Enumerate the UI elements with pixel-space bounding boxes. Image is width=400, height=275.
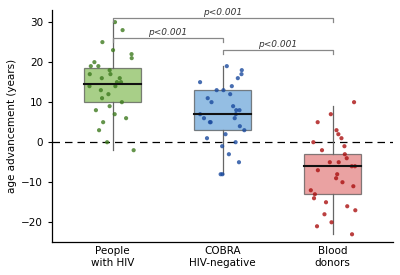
Point bbox=[99, 40, 106, 44]
Point bbox=[323, 200, 329, 204]
Point bbox=[236, 108, 243, 112]
Point bbox=[226, 152, 232, 156]
Point bbox=[233, 108, 240, 112]
Point bbox=[91, 60, 98, 64]
Bar bbox=[194, 90, 251, 130]
Point bbox=[348, 164, 355, 168]
Point bbox=[334, 172, 340, 177]
Point bbox=[96, 128, 102, 132]
Point bbox=[107, 72, 114, 76]
Point bbox=[341, 144, 348, 148]
Point bbox=[220, 88, 227, 92]
Point bbox=[314, 224, 320, 229]
Point bbox=[112, 112, 118, 116]
Point bbox=[232, 140, 239, 144]
Point bbox=[207, 120, 213, 124]
Point bbox=[222, 132, 229, 136]
Point bbox=[106, 104, 113, 108]
Point bbox=[112, 20, 118, 24]
Point bbox=[110, 48, 116, 52]
Point bbox=[235, 76, 241, 80]
Point bbox=[86, 72, 93, 76]
Point bbox=[128, 56, 135, 60]
Point bbox=[119, 28, 126, 32]
Point bbox=[338, 136, 345, 141]
Point bbox=[98, 88, 104, 92]
Point bbox=[197, 112, 203, 116]
Point bbox=[197, 80, 203, 84]
Bar bbox=[304, 154, 361, 194]
Point bbox=[105, 92, 112, 96]
Point bbox=[336, 160, 342, 164]
Point bbox=[123, 116, 129, 120]
Point bbox=[224, 64, 230, 68]
Point bbox=[352, 164, 358, 168]
Point bbox=[333, 128, 340, 132]
Point bbox=[312, 192, 318, 196]
Point bbox=[219, 172, 226, 177]
Point bbox=[227, 92, 233, 96]
Point bbox=[319, 148, 325, 152]
Point bbox=[327, 160, 333, 164]
Point bbox=[335, 132, 342, 136]
Point bbox=[219, 144, 225, 148]
Point bbox=[95, 64, 102, 68]
Point bbox=[99, 96, 105, 100]
Point bbox=[230, 104, 236, 108]
Point bbox=[204, 136, 210, 141]
Point bbox=[344, 156, 350, 160]
Point bbox=[352, 208, 358, 213]
Text: p<0.001: p<0.001 bbox=[203, 7, 242, 16]
Point bbox=[315, 168, 321, 172]
Point bbox=[314, 120, 321, 124]
Point bbox=[333, 176, 339, 180]
Point bbox=[116, 76, 123, 80]
Point bbox=[208, 100, 215, 104]
Point bbox=[229, 84, 235, 88]
Y-axis label: age advancement (years): age advancement (years) bbox=[7, 59, 17, 193]
Point bbox=[328, 220, 335, 224]
Point bbox=[232, 116, 238, 120]
Point bbox=[98, 76, 105, 80]
Point bbox=[128, 52, 135, 56]
Point bbox=[112, 84, 118, 88]
Point bbox=[328, 112, 334, 116]
Point bbox=[106, 68, 113, 72]
Point bbox=[86, 84, 93, 88]
Point bbox=[119, 100, 125, 104]
Point bbox=[339, 180, 346, 185]
Point bbox=[350, 184, 356, 188]
Point bbox=[311, 196, 317, 200]
Bar bbox=[84, 68, 141, 102]
Point bbox=[308, 188, 314, 192]
Point bbox=[204, 96, 211, 100]
Point bbox=[321, 212, 328, 216]
Point bbox=[88, 64, 94, 68]
Point bbox=[114, 80, 120, 84]
Point bbox=[118, 80, 124, 84]
Point bbox=[344, 204, 350, 208]
Point bbox=[238, 72, 245, 76]
Point bbox=[100, 120, 106, 124]
Point bbox=[130, 148, 137, 152]
Text: p<0.001: p<0.001 bbox=[258, 40, 297, 48]
Point bbox=[104, 140, 110, 144]
Point bbox=[241, 128, 248, 132]
Point bbox=[238, 68, 245, 72]
Point bbox=[208, 120, 214, 124]
Point bbox=[218, 172, 224, 177]
Point bbox=[233, 112, 239, 116]
Point bbox=[342, 152, 348, 156]
Text: p<0.001: p<0.001 bbox=[148, 28, 187, 37]
Point bbox=[310, 140, 316, 144]
Point bbox=[349, 232, 355, 236]
Point bbox=[237, 124, 243, 128]
Point bbox=[214, 88, 220, 92]
Point bbox=[351, 100, 357, 104]
Point bbox=[93, 108, 99, 112]
Point bbox=[236, 160, 242, 164]
Point bbox=[201, 116, 207, 120]
